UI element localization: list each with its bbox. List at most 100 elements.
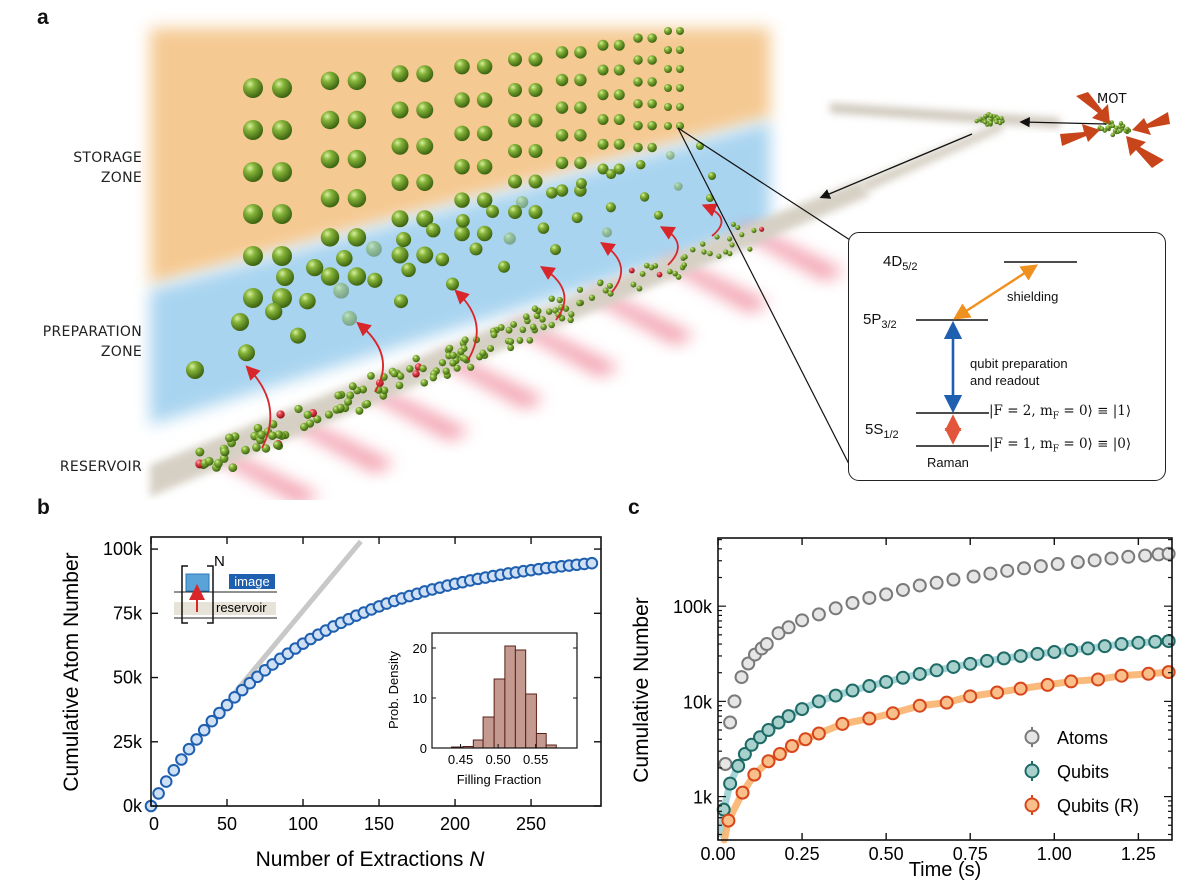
mot-atom [978, 116, 983, 122]
storage-atom [555, 156, 569, 170]
data-point-qubits-r [747, 767, 762, 782]
mot-atom [1117, 124, 1122, 129]
reservoir-atom [507, 338, 515, 346]
storage-atom [647, 33, 657, 43]
x-tick-label: 50 [217, 814, 237, 834]
storage-atom [555, 129, 569, 142]
reservoir-atom [363, 399, 372, 408]
level-label-sub: 5/2 [902, 261, 918, 273]
preparation-atom [238, 344, 255, 362]
y-tick-label: 25k [113, 732, 143, 752]
storage-atom [676, 65, 684, 73]
storage-atom [320, 228, 340, 247]
storage-atom [555, 46, 569, 59]
storage-atom [416, 101, 434, 119]
storage-atom [633, 77, 643, 87]
mot-atom [1105, 125, 1111, 130]
y-tick-label: 50k [113, 668, 143, 688]
data-point-qubits-r [1091, 672, 1106, 687]
reservoir-strip [174, 602, 276, 615]
x-tick-label: 1.00 [1037, 844, 1072, 864]
storage-atom [454, 92, 470, 108]
legend-label: Atoms [1057, 728, 1108, 748]
ket-text: = 0⟩ ≡ |1⟩ [1059, 403, 1132, 419]
data-point [213, 706, 226, 720]
data-point [197, 723, 211, 737]
preparation-atom [231, 313, 249, 331]
reservoir-atom [228, 463, 238, 473]
data-point-qubits-r [811, 726, 826, 741]
reservoir-atom [412, 370, 420, 378]
storage-atom [391, 101, 409, 119]
storage-zone-label-line2: ZONE [100, 170, 142, 186]
reservoir-atom [539, 316, 546, 323]
storage-atom [528, 205, 543, 219]
preparation-atom [666, 151, 675, 160]
mot-atom [983, 113, 988, 119]
linear-reference-line [232, 539, 363, 695]
storage-atom [391, 137, 409, 155]
storage-atom [272, 246, 292, 266]
x-tick-label: 0.75 [953, 844, 988, 864]
ket-sub: F [1052, 444, 1060, 455]
image-label-box [229, 574, 275, 589]
storage-atom [320, 149, 340, 169]
reservoir-atom [467, 363, 475, 371]
mot-atom [988, 113, 994, 119]
data-point-qubits [1080, 641, 1095, 656]
reservoir-atom [556, 296, 563, 304]
preparation-atom [367, 272, 383, 288]
data-point-atoms [781, 620, 796, 635]
storage-atom [528, 144, 543, 158]
reservoir-atom [672, 270, 678, 277]
reservoir-atom [487, 344, 495, 352]
x-axis-label: Number of Extractions N [256, 848, 486, 871]
data-point-atoms [718, 756, 733, 771]
y-tick-label: 75k [113, 603, 143, 623]
storage-atom [508, 83, 522, 97]
y-tick-label: 0k [123, 796, 143, 816]
y-tick-label: 1k [693, 788, 713, 808]
preparation-atom-array [186, 142, 716, 379]
storage-atom [391, 210, 409, 228]
data-point-qubits [963, 656, 978, 671]
y-axis-label: Cumulative Atom Number [60, 552, 83, 791]
data-point-atoms [946, 572, 961, 587]
storage-atom [391, 174, 409, 191]
storage-atom [664, 27, 672, 35]
raman-label: Raman [927, 455, 969, 470]
preparation-atom [654, 210, 663, 220]
preparation-atom [342, 310, 357, 326]
preparation-atom [469, 242, 483, 256]
reservoir-atom [735, 224, 741, 231]
data-point-atoms [734, 670, 749, 685]
storage-atom [647, 77, 657, 87]
reservoir-atom [268, 431, 277, 440]
reservoir-atom [643, 262, 650, 269]
bracket-left [181, 565, 188, 624]
transfer-arrows [245, 203, 723, 449]
mot-atom [1112, 128, 1118, 133]
storage-atom [320, 71, 340, 91]
level-label-5s: 5S1/2 [865, 421, 899, 441]
data-point [182, 742, 196, 756]
reservoir-atom [390, 369, 399, 378]
storage-atom [574, 73, 587, 87]
preparation-atom [606, 169, 617, 180]
legend: Atoms Qubits Qubits (R) [1024, 727, 1139, 816]
data-point-qubits [781, 709, 796, 724]
y-tick-label: 100k [673, 597, 713, 617]
storage-atom [676, 103, 684, 111]
reservoir-atom [533, 312, 541, 320]
level-label-base: 4D [883, 253, 903, 270]
legend-marker [1024, 729, 1040, 745]
reservoir-atom [479, 349, 487, 357]
preparation-atom [299, 292, 316, 310]
reservoir-atom [690, 246, 696, 253]
reservoir-atom [497, 324, 505, 331]
storage-zone-label-line1: STORAGE [73, 150, 142, 166]
preparation-atom [265, 302, 283, 321]
preparation-atom [550, 244, 561, 256]
data-point [220, 698, 234, 712]
mot-atom [1110, 132, 1115, 138]
